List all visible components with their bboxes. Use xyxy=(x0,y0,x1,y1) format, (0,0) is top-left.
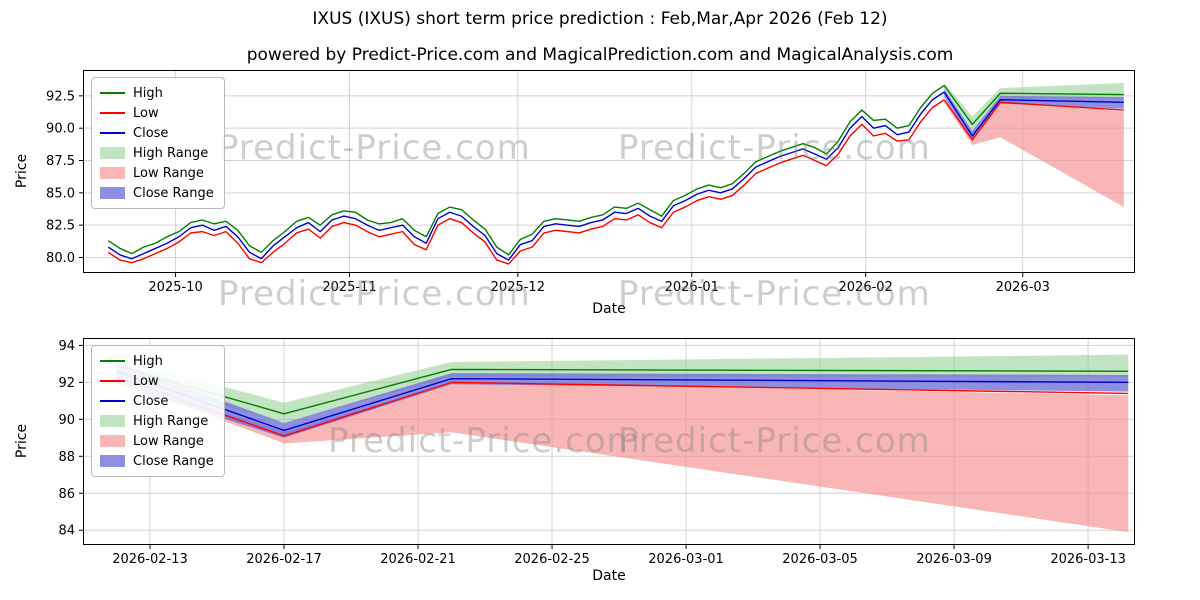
legend-patch-swatch xyxy=(100,147,125,159)
low-forecast-line xyxy=(943,99,1124,141)
y-tick-label: 85.0 xyxy=(46,186,75,201)
x-tick-label: 2026-01 xyxy=(665,280,719,295)
legend-label: High Range xyxy=(133,145,209,161)
legend-line-swatch xyxy=(100,379,125,383)
x-tick-label: 2025-11 xyxy=(322,280,376,295)
chart-subtitle: powered by Predict-Price.com and Magical… xyxy=(246,45,954,65)
legend-item-high-range: High Range xyxy=(100,143,214,163)
x-tick-label: 2026-03-09 xyxy=(916,552,992,567)
legend-label: High Range xyxy=(133,413,209,429)
high-history-line xyxy=(107,84,945,256)
legend-label: Close xyxy=(133,393,169,409)
y-tick-label: 90 xyxy=(58,413,75,428)
x-tick-label: 2026-03 xyxy=(996,280,1050,295)
legend-line-swatch xyxy=(100,359,125,363)
overview-chart: 2025-10 2025-11 2025-12 2026-01 2026-02 2026-… xyxy=(46,70,1135,295)
legend-item-low: Low xyxy=(100,371,214,391)
chart-canvas-forecast-detail: 2026-02-13 2026-02-17 2026-02-21 2026-02-25… xyxy=(58,338,1135,567)
x-tick-label: 2026-02-13 xyxy=(112,552,188,567)
close-forecast-line xyxy=(943,91,1124,137)
y-tick-label: 86 xyxy=(58,487,75,502)
legend-label: Close Range xyxy=(133,453,214,469)
x-tick-label: 2026-03-13 xyxy=(1050,552,1126,567)
chart-canvas-overview: 2025-10 2025-11 2025-12 2026-01 2026-02 2026-… xyxy=(46,70,1135,295)
chart-title: IXUS (IXUS) short term price prediction … xyxy=(312,9,888,29)
legend: High Low Close High Range Low Range Close Ran… xyxy=(91,345,225,477)
legend-item-low-range: Low Range xyxy=(100,431,214,451)
legend-label: High xyxy=(133,85,163,101)
legend-patch-swatch xyxy=(100,435,125,447)
legend-item-close-range: Close Range xyxy=(100,451,214,471)
close-range-band xyxy=(944,89,1124,142)
x-axis-label-forecast: Date xyxy=(592,568,626,584)
legend-patch-swatch xyxy=(100,455,125,467)
y-tick-label: 92.5 xyxy=(46,89,75,104)
legend-label: Low xyxy=(133,373,159,389)
x-tick-label: 2026-02-25 xyxy=(514,552,590,567)
y-tick-label: 80.0 xyxy=(46,251,75,266)
forecast-chart: 2026-02-13 2026-02-17 2026-02-21 2026-02-25… xyxy=(58,338,1135,567)
legend-item-close: Close xyxy=(100,123,214,143)
legend-item-close: Close xyxy=(100,391,214,411)
low-range-band xyxy=(116,376,1129,533)
legend-label: Low Range xyxy=(133,165,204,181)
x-tick-label: 2026-02-21 xyxy=(380,552,456,567)
legend-label: Low Range xyxy=(133,433,204,449)
y-axis-label-overview: Price xyxy=(14,153,30,189)
legend-patch-swatch xyxy=(100,415,125,427)
close-history-line xyxy=(107,91,945,261)
legend-label: High xyxy=(133,353,163,369)
y-axis-label-forecast: Price xyxy=(14,423,30,459)
legend-item-low: Low xyxy=(100,103,214,123)
x-tick-label: 2026-02-17 xyxy=(246,552,322,567)
x-tick-label: 2025-12 xyxy=(491,280,545,295)
low-history-line xyxy=(107,99,945,265)
y-tick-label: 82.5 xyxy=(46,219,75,234)
x-tick-label: 2026-02 xyxy=(839,280,893,295)
legend-line-swatch xyxy=(100,399,125,403)
y-tick-label: 87.5 xyxy=(46,154,75,169)
y-tick-label: 84 xyxy=(58,524,75,539)
legend-item-close-range: Close Range xyxy=(100,183,214,203)
legend-item-high: High xyxy=(100,83,214,103)
y-tick-label: 90.0 xyxy=(46,122,75,137)
legend: High Low Close High Range Low Range Close Ran… xyxy=(91,77,225,209)
x-tick-label: 2025-10 xyxy=(148,280,202,295)
legend-item-high-range: High Range xyxy=(100,411,214,431)
high-range-band xyxy=(116,354,1129,424)
legend-patch-swatch xyxy=(100,187,125,199)
y-tick-label: 88 xyxy=(58,450,75,465)
legend-item-high: High xyxy=(100,351,214,371)
y-tick-label: 92 xyxy=(58,376,75,391)
x-axis-label-overview: Date xyxy=(592,301,626,317)
legend-patch-swatch xyxy=(100,167,125,179)
legend-line-swatch xyxy=(100,131,125,135)
y-tick-label: 94 xyxy=(58,339,75,354)
legend-label: Close Range xyxy=(133,185,214,201)
plot-border xyxy=(83,338,1135,545)
plot-border xyxy=(83,70,1135,273)
legend-item-low-range: Low Range xyxy=(100,163,214,183)
low-range-band xyxy=(944,98,1124,208)
x-tick-label: 2026-03-01 xyxy=(648,552,724,567)
legend-label: Close xyxy=(133,125,169,141)
legend-label: Low xyxy=(133,105,159,121)
high-forecast-line xyxy=(943,85,1124,126)
high-range-band xyxy=(944,82,1124,131)
legend-line-swatch xyxy=(100,111,125,115)
legend-line-swatch xyxy=(100,91,125,95)
x-tick-label: 2026-03-05 xyxy=(782,552,858,567)
